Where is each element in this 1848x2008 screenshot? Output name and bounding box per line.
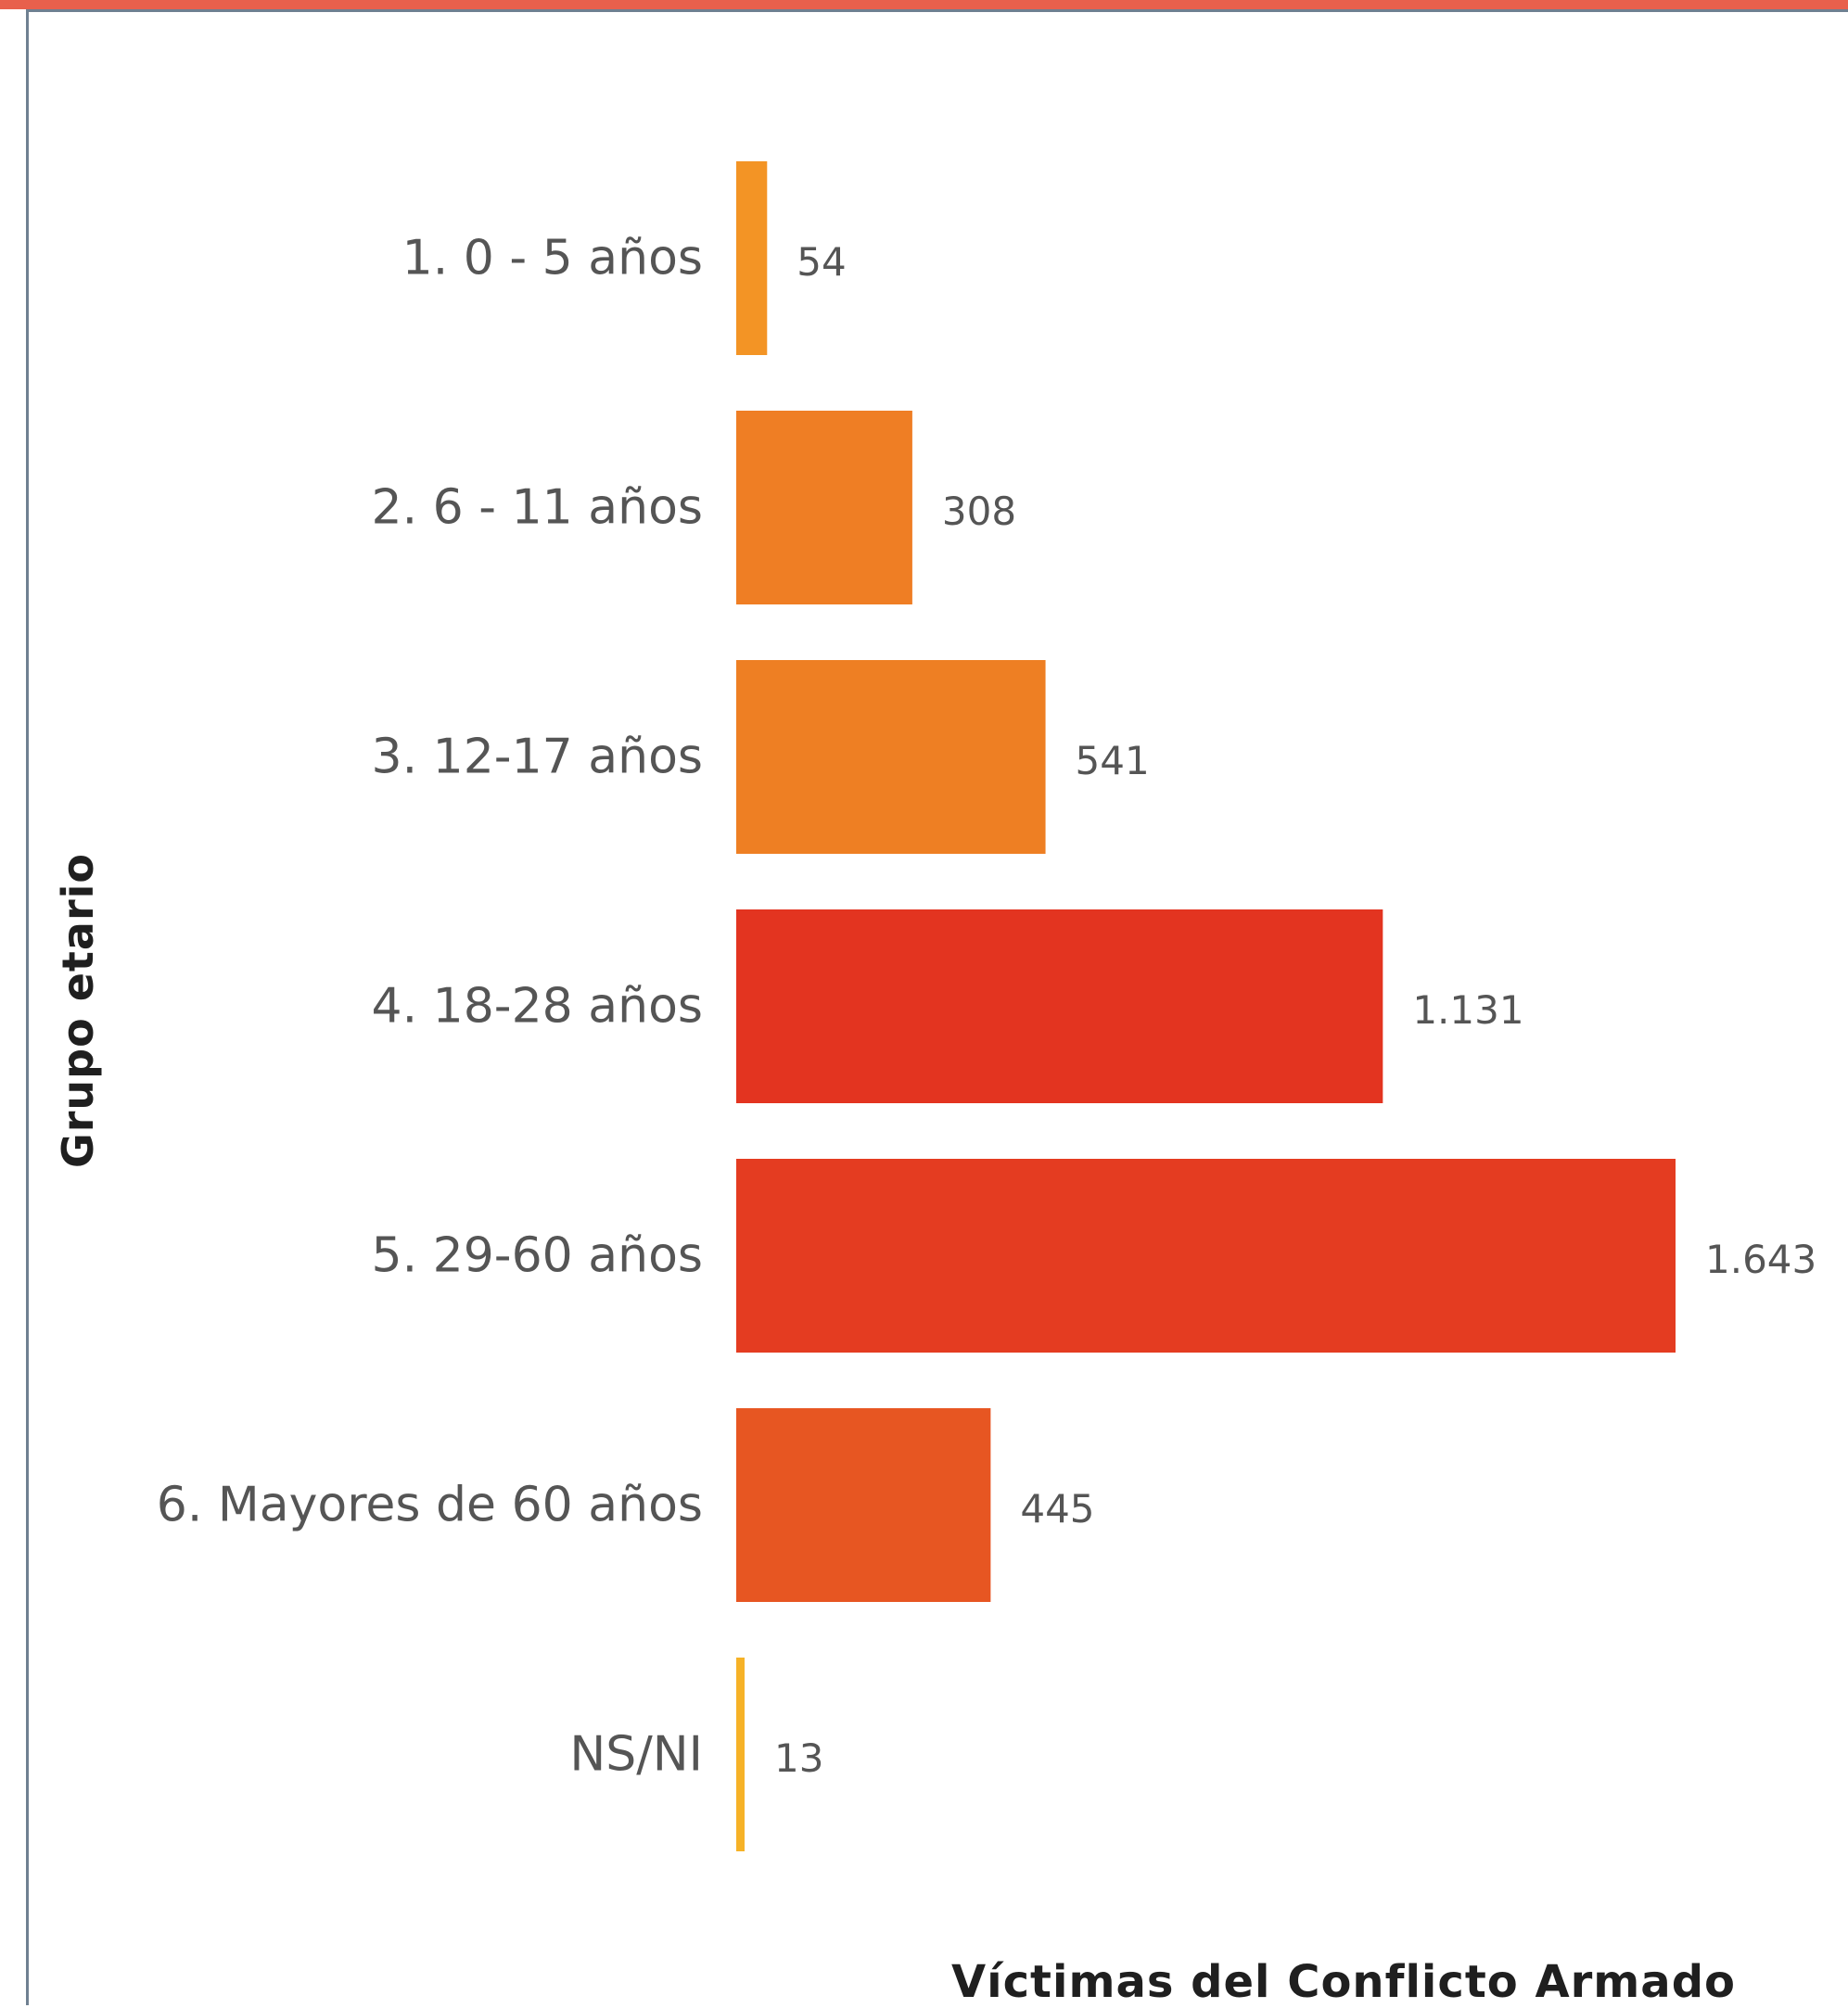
value-label-6-mayores-de-60-a-os: 445 — [1020, 1486, 1094, 1531]
top-accent-bar — [0, 0, 1848, 9]
category-label-1-0-5-a-os: 1. 0 - 5 años — [402, 231, 703, 286]
value-label-1-0-5-a-os: 54 — [797, 239, 846, 285]
category-label-ns-ni: NS/NI — [569, 1727, 703, 1783]
bar-2-6-11-a-os — [736, 411, 912, 604]
value-label-2-6-11-a-os: 308 — [942, 489, 1016, 534]
category-label-6-mayores-de-60-a-os: 6. Mayores de 60 años — [157, 1478, 703, 1533]
bar-5-29-60-a-os — [736, 1159, 1676, 1353]
bar-ns-ni — [736, 1658, 745, 1851]
bar-3-12-17-a-os — [736, 660, 1046, 854]
x-axis-title: Víctimas del Conflicto Armado — [951, 1956, 1737, 2008]
value-label-3-12-17-a-os: 541 — [1076, 738, 1150, 783]
y-axis-title: Grupo etario — [53, 852, 103, 1169]
bar-1-0-5-a-os — [736, 161, 768, 355]
value-label-ns-ni: 13 — [774, 1735, 823, 1781]
category-label-3-12-17-a-os: 3. 12-17 años — [372, 730, 704, 785]
category-label-5-29-60-a-os: 5. 29-60 años — [372, 1228, 704, 1284]
value-label-4-18-28-a-os: 1.131 — [1412, 987, 1523, 1033]
value-label-5-29-60-a-os: 1.643 — [1705, 1237, 1816, 1282]
bar-4-18-28-a-os — [736, 909, 1383, 1103]
category-label-4-18-28-a-os: 4. 18-28 años — [372, 979, 704, 1035]
category-label-2-6-11-a-os: 2. 6 - 11 años — [372, 480, 703, 536]
bar-6-mayores-de-60-a-os — [736, 1408, 991, 1602]
